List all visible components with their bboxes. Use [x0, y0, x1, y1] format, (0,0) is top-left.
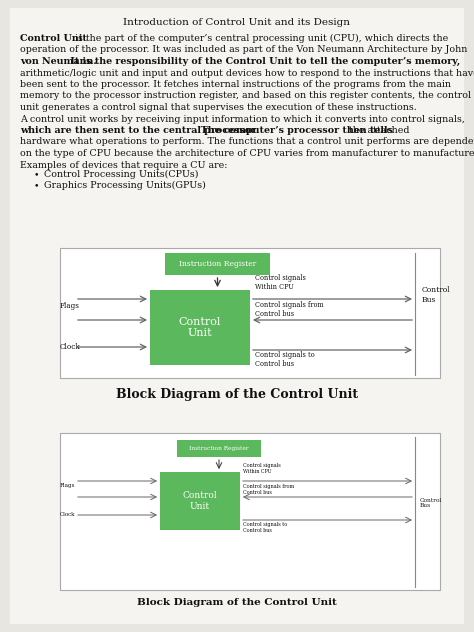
- Text: •: •: [34, 170, 39, 179]
- Text: on the type of CPU because the architecture of CPU varies from manufacturer to m: on the type of CPU because the architect…: [20, 149, 474, 158]
- Text: A control unit works by receiving input information to which it converts into co: A control unit works by receiving input …: [20, 114, 465, 123]
- Text: Control
Unit: Control Unit: [179, 317, 221, 338]
- Text: Control
Unit: Control Unit: [182, 491, 217, 511]
- Text: Instruction Register: Instruction Register: [179, 260, 256, 268]
- Text: which are then sent to the central processor: which are then sent to the central proce…: [20, 126, 256, 135]
- Text: von Neumann.: von Neumann.: [20, 57, 97, 66]
- Text: Flags: Flags: [60, 482, 75, 487]
- Bar: [165, 253, 270, 275]
- Text: Graphics Processing Units(GPUs): Graphics Processing Units(GPUs): [44, 181, 206, 190]
- Text: Control signals
Within CPU: Control signals Within CPU: [255, 274, 306, 291]
- Text: Control signals to
Control bus: Control signals to Control bus: [255, 351, 315, 368]
- Text: Instruction Register: Instruction Register: [189, 446, 249, 451]
- Text: Block Diagram of the Control Unit: Block Diagram of the Control Unit: [116, 388, 358, 401]
- Bar: [60, 433, 440, 590]
- Text: Control signals from
Control bus: Control signals from Control bus: [255, 301, 324, 318]
- Text: Block Diagram of the Control Unit: Block Diagram of the Control Unit: [137, 598, 337, 607]
- Bar: [160, 472, 240, 530]
- Text: Introduction of Control Unit and its Design: Introduction of Control Unit and its Des…: [124, 18, 350, 27]
- Text: Control signals to
Control bus: Control signals to Control bus: [243, 522, 287, 533]
- Text: Control Processing Units(CPUs): Control Processing Units(CPUs): [44, 170, 199, 179]
- Text: Clock: Clock: [60, 343, 81, 351]
- Text: It is the responsibility of the Control Unit to tell the computer’s memory,: It is the responsibility of the Control …: [67, 57, 460, 66]
- Text: the attached: the attached: [346, 126, 410, 135]
- Text: hardware what operations to perform. The functions that a control unit performs : hardware what operations to perform. The…: [20, 138, 474, 147]
- Text: is the part of the computer’s central processing unit (CPU), which directs the: is the part of the computer’s central pr…: [72, 34, 448, 43]
- Text: . The computer’s processor then tells: . The computer’s processor then tells: [194, 126, 393, 135]
- Text: Clock: Clock: [60, 513, 75, 518]
- Text: memory to the processor instruction register, and based on this register content: memory to the processor instruction regi…: [20, 92, 471, 100]
- Text: Control signals from
Control bus: Control signals from Control bus: [243, 484, 294, 495]
- Text: been sent to the processor. It fetches internal instructions of the programs fro: been sent to the processor. It fetches i…: [20, 80, 451, 89]
- Text: unit generates a control signal that supervises the execution of these instructi: unit generates a control signal that sup…: [20, 103, 417, 112]
- Text: Control
Bus: Control Bus: [422, 286, 451, 303]
- Bar: [60, 248, 440, 378]
- Text: Control signals
Within CPU: Control signals Within CPU: [243, 463, 281, 474]
- Text: arithmetic/logic unit and input and output devices how to respond to the instruc: arithmetic/logic unit and input and outp…: [20, 68, 474, 78]
- Text: operation of the processor. It was included as part of the Von Neumann Architect: operation of the processor. It was inclu…: [20, 46, 467, 54]
- Text: Control
Bus: Control Bus: [420, 497, 442, 508]
- Text: Control Unit: Control Unit: [20, 34, 87, 43]
- Bar: [177, 440, 261, 457]
- Text: Examples of devices that require a CU are:: Examples of devices that require a CU ar…: [20, 161, 228, 169]
- Text: Flags: Flags: [60, 302, 80, 310]
- Bar: [150, 290, 250, 365]
- Text: •: •: [34, 181, 39, 190]
